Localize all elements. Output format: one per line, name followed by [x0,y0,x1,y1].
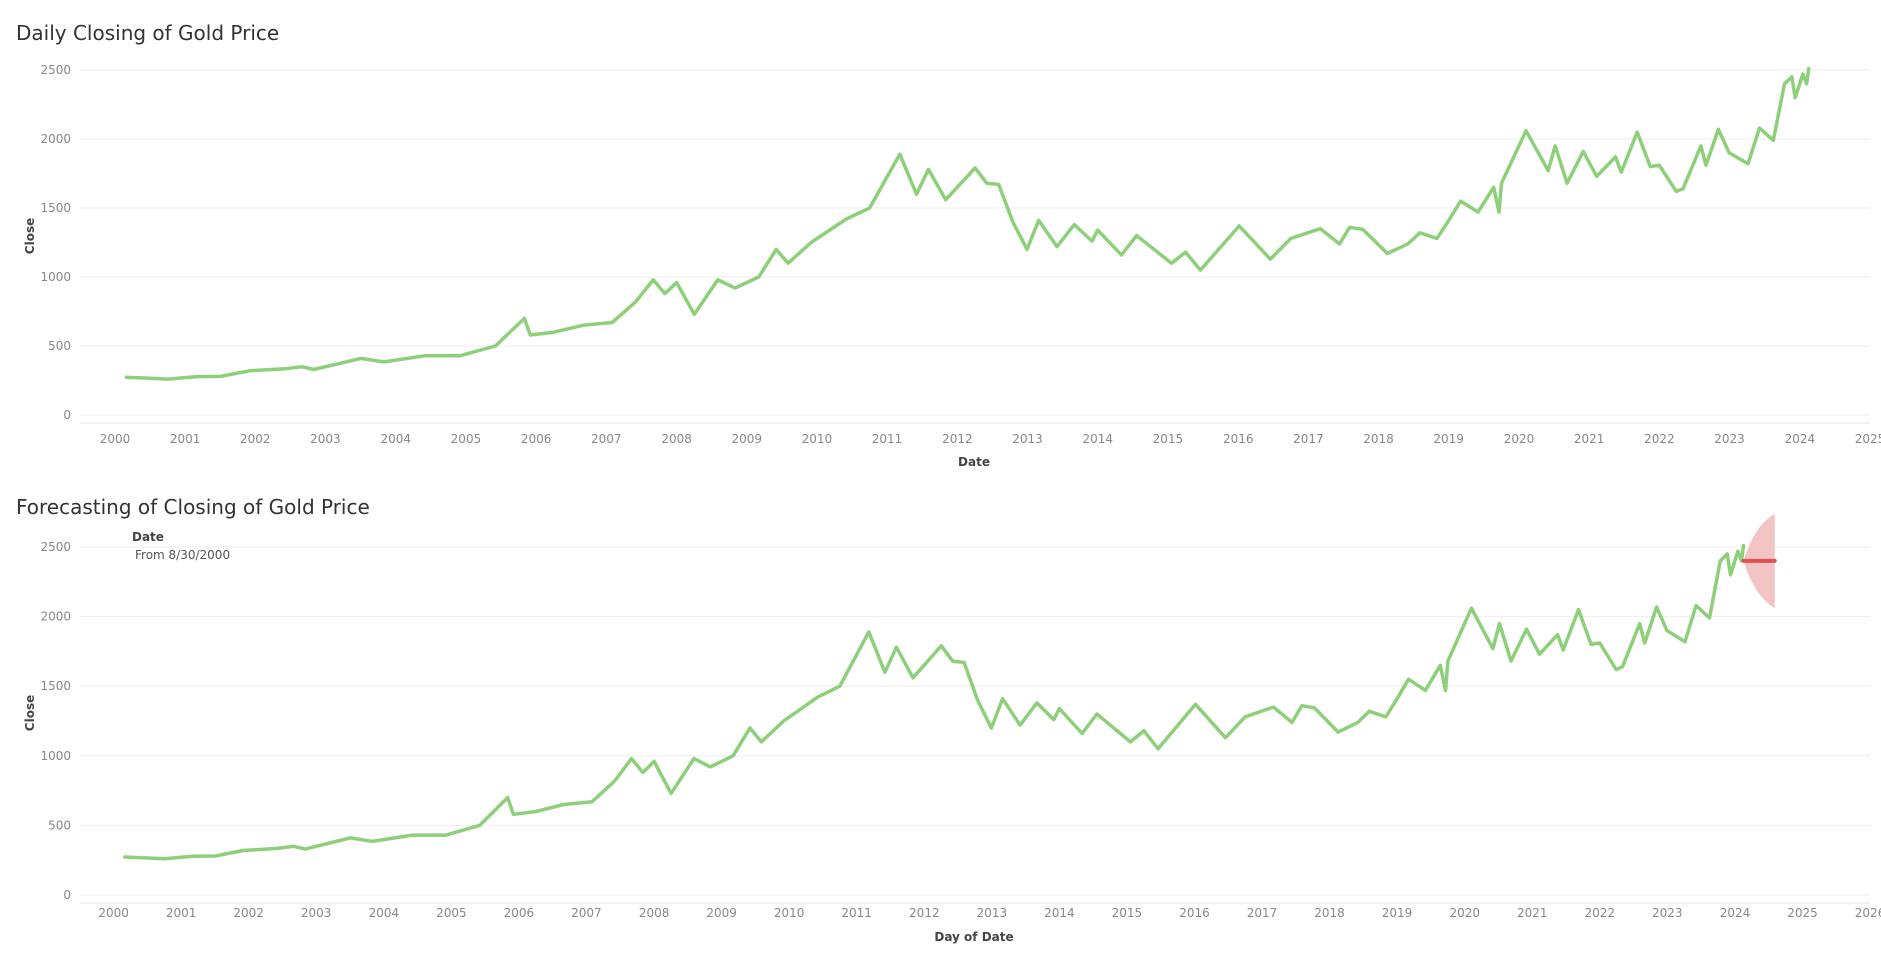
chart1-title: Daily Closing of Gold Price [16,21,279,45]
x-tick-label: 2018 [1363,432,1394,446]
y-tick-label: 500 [48,339,71,353]
x-tick-label: 2008 [661,432,692,446]
filter-value: From 8/30/2000 [135,548,230,562]
x-tick-label: 2020 [1449,906,1480,920]
x-tick-label: 2004 [369,906,400,920]
chart2-series [123,543,1777,861]
x-tick-label: 2012 [909,906,940,920]
close-price-line[interactable] [124,66,1811,381]
x-tick-label: 2007 [591,432,622,446]
chart2-y-axis-title: Close [23,695,37,731]
y-tick-label: 2500 [40,540,71,554]
x-tick-label: 2001 [166,906,197,920]
chart1-x-ticks: 2000 2001 2002 2003 2004 2005 2006 2007 2008 2009… [100,432,1881,446]
x-tick-label: 2019 [1382,906,1413,920]
y-tick-label: 2000 [40,610,71,624]
x-tick-label: 2009 [706,906,737,920]
x-tick-label: 2013 [977,906,1008,920]
x-tick-label: 2015 [1153,432,1184,446]
x-tick-label: 2005 [451,432,482,446]
chart2-x-axis-title: Day of Date [934,930,1013,944]
x-tick-label: 2014 [1044,906,1075,920]
x-tick-label: 2002 [240,432,271,446]
x-tick-label: 2006 [504,906,535,920]
x-tick-label: 2000 [98,906,129,920]
x-tick-label: 2020 [1504,432,1535,446]
x-tick-label: 2026 [1855,906,1881,920]
x-tick-label: 2021 [1574,432,1605,446]
chart-daily-closing: Daily Closing of Gold Price 0 500 1000 1500… [16,21,1881,469]
x-tick-label: 2005 [436,906,467,920]
x-tick-label: 2009 [731,432,762,446]
x-tick-label: 2023 [1714,432,1745,446]
chart1-x-axis-title: Date [958,455,990,469]
y-tick-label: 2000 [40,132,71,146]
x-tick-label: 2003 [301,906,332,920]
y-tick-label: 500 [48,818,71,832]
x-tick-label: 2022 [1585,906,1616,920]
date-filter-legend[interactable]: Date From 8/30/2000 [132,530,230,562]
close-price-line[interactable] [123,543,1746,861]
x-tick-label: 2015 [1112,906,1143,920]
x-tick-label: 2025 [1855,432,1881,446]
x-tick-label: 2017 [1247,906,1278,920]
x-tick-label: 2023 [1652,906,1683,920]
chart2-title: Forecasting of Closing of Gold Price [16,495,370,519]
x-tick-label: 2001 [170,432,201,446]
x-tick-label: 2014 [1082,432,1113,446]
x-tick-label: 2018 [1314,906,1345,920]
chart-forecasting: Forecasting of Closing of Gold Price Dat… [16,495,1881,944]
y-tick-label: 2500 [40,63,71,77]
x-tick-label: 2011 [841,906,872,920]
x-tick-label: 2017 [1293,432,1324,446]
x-tick-label: 2006 [521,432,552,446]
chart1-gridlines [80,69,1870,424]
y-tick-label: 0 [63,408,71,422]
y-tick-label: 1000 [40,749,71,763]
x-tick-label: 2000 [100,432,131,446]
filter-label: Date [132,530,164,544]
x-tick-label: 2010 [774,906,805,920]
x-tick-label: 2010 [802,432,833,446]
chart2-gridlines [80,546,1870,904]
x-tick-label: 2021 [1517,906,1548,920]
x-tick-label: 2002 [233,906,264,920]
chart1-y-axis-title: Close [23,218,37,254]
x-tick-label: 2007 [571,906,602,920]
x-tick-label: 2022 [1644,432,1675,446]
x-tick-label: 2019 [1433,432,1464,446]
x-tick-label: 2016 [1223,432,1254,446]
x-tick-label: 2008 [639,906,670,920]
x-tick-label: 2012 [942,432,973,446]
chart1-series [124,66,1811,381]
y-tick-label: 1500 [40,679,71,693]
x-tick-label: 2004 [381,432,412,446]
chart1-y-ticks: 0 500 1000 1500 2000 2500 [40,63,71,422]
x-tick-label: 2016 [1179,906,1210,920]
x-tick-label: 2013 [1012,432,1043,446]
chart2-y-ticks: 0 500 1000 1500 2000 2500 [40,540,71,902]
y-tick-label: 1000 [40,270,71,284]
x-tick-label: 2011 [872,432,903,446]
x-tick-label: 2024 [1720,906,1751,920]
x-tick-label: 2003 [310,432,341,446]
y-tick-label: 0 [63,888,71,902]
y-tick-label: 1500 [40,201,71,215]
x-tick-label: 2024 [1785,432,1816,446]
chart2-x-ticks: 2000 2001 2002 2003 2004 2005 2006 2007 2008 2009… [98,906,1881,920]
x-tick-label: 2025 [1787,906,1818,920]
